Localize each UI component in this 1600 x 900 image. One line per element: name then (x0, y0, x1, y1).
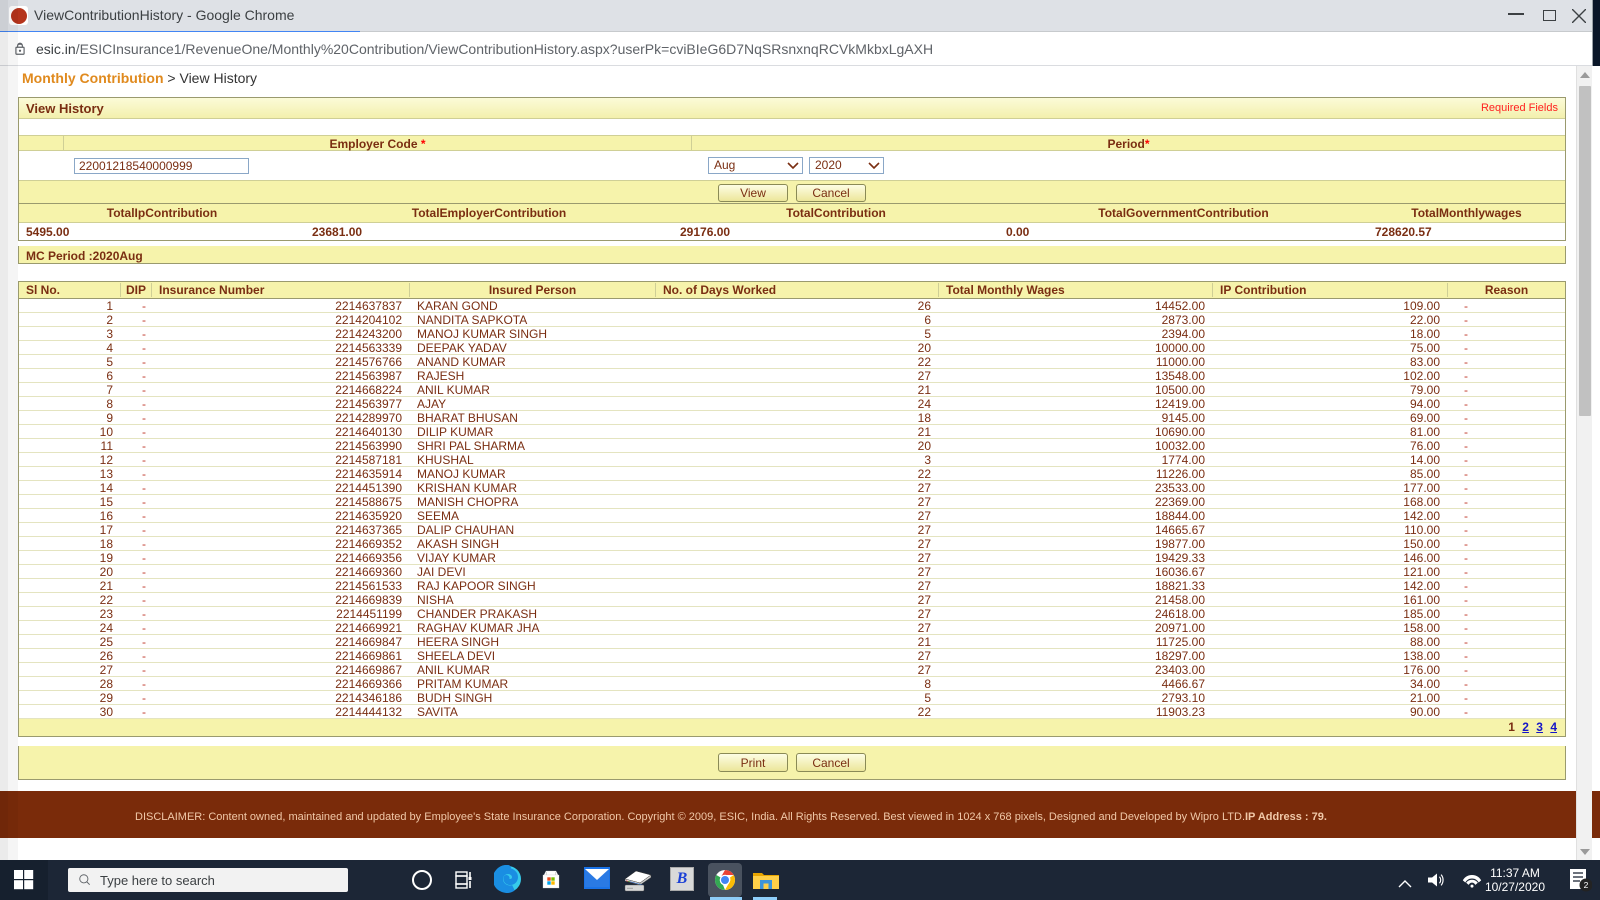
svg-text:2: 2 (1584, 880, 1589, 890)
